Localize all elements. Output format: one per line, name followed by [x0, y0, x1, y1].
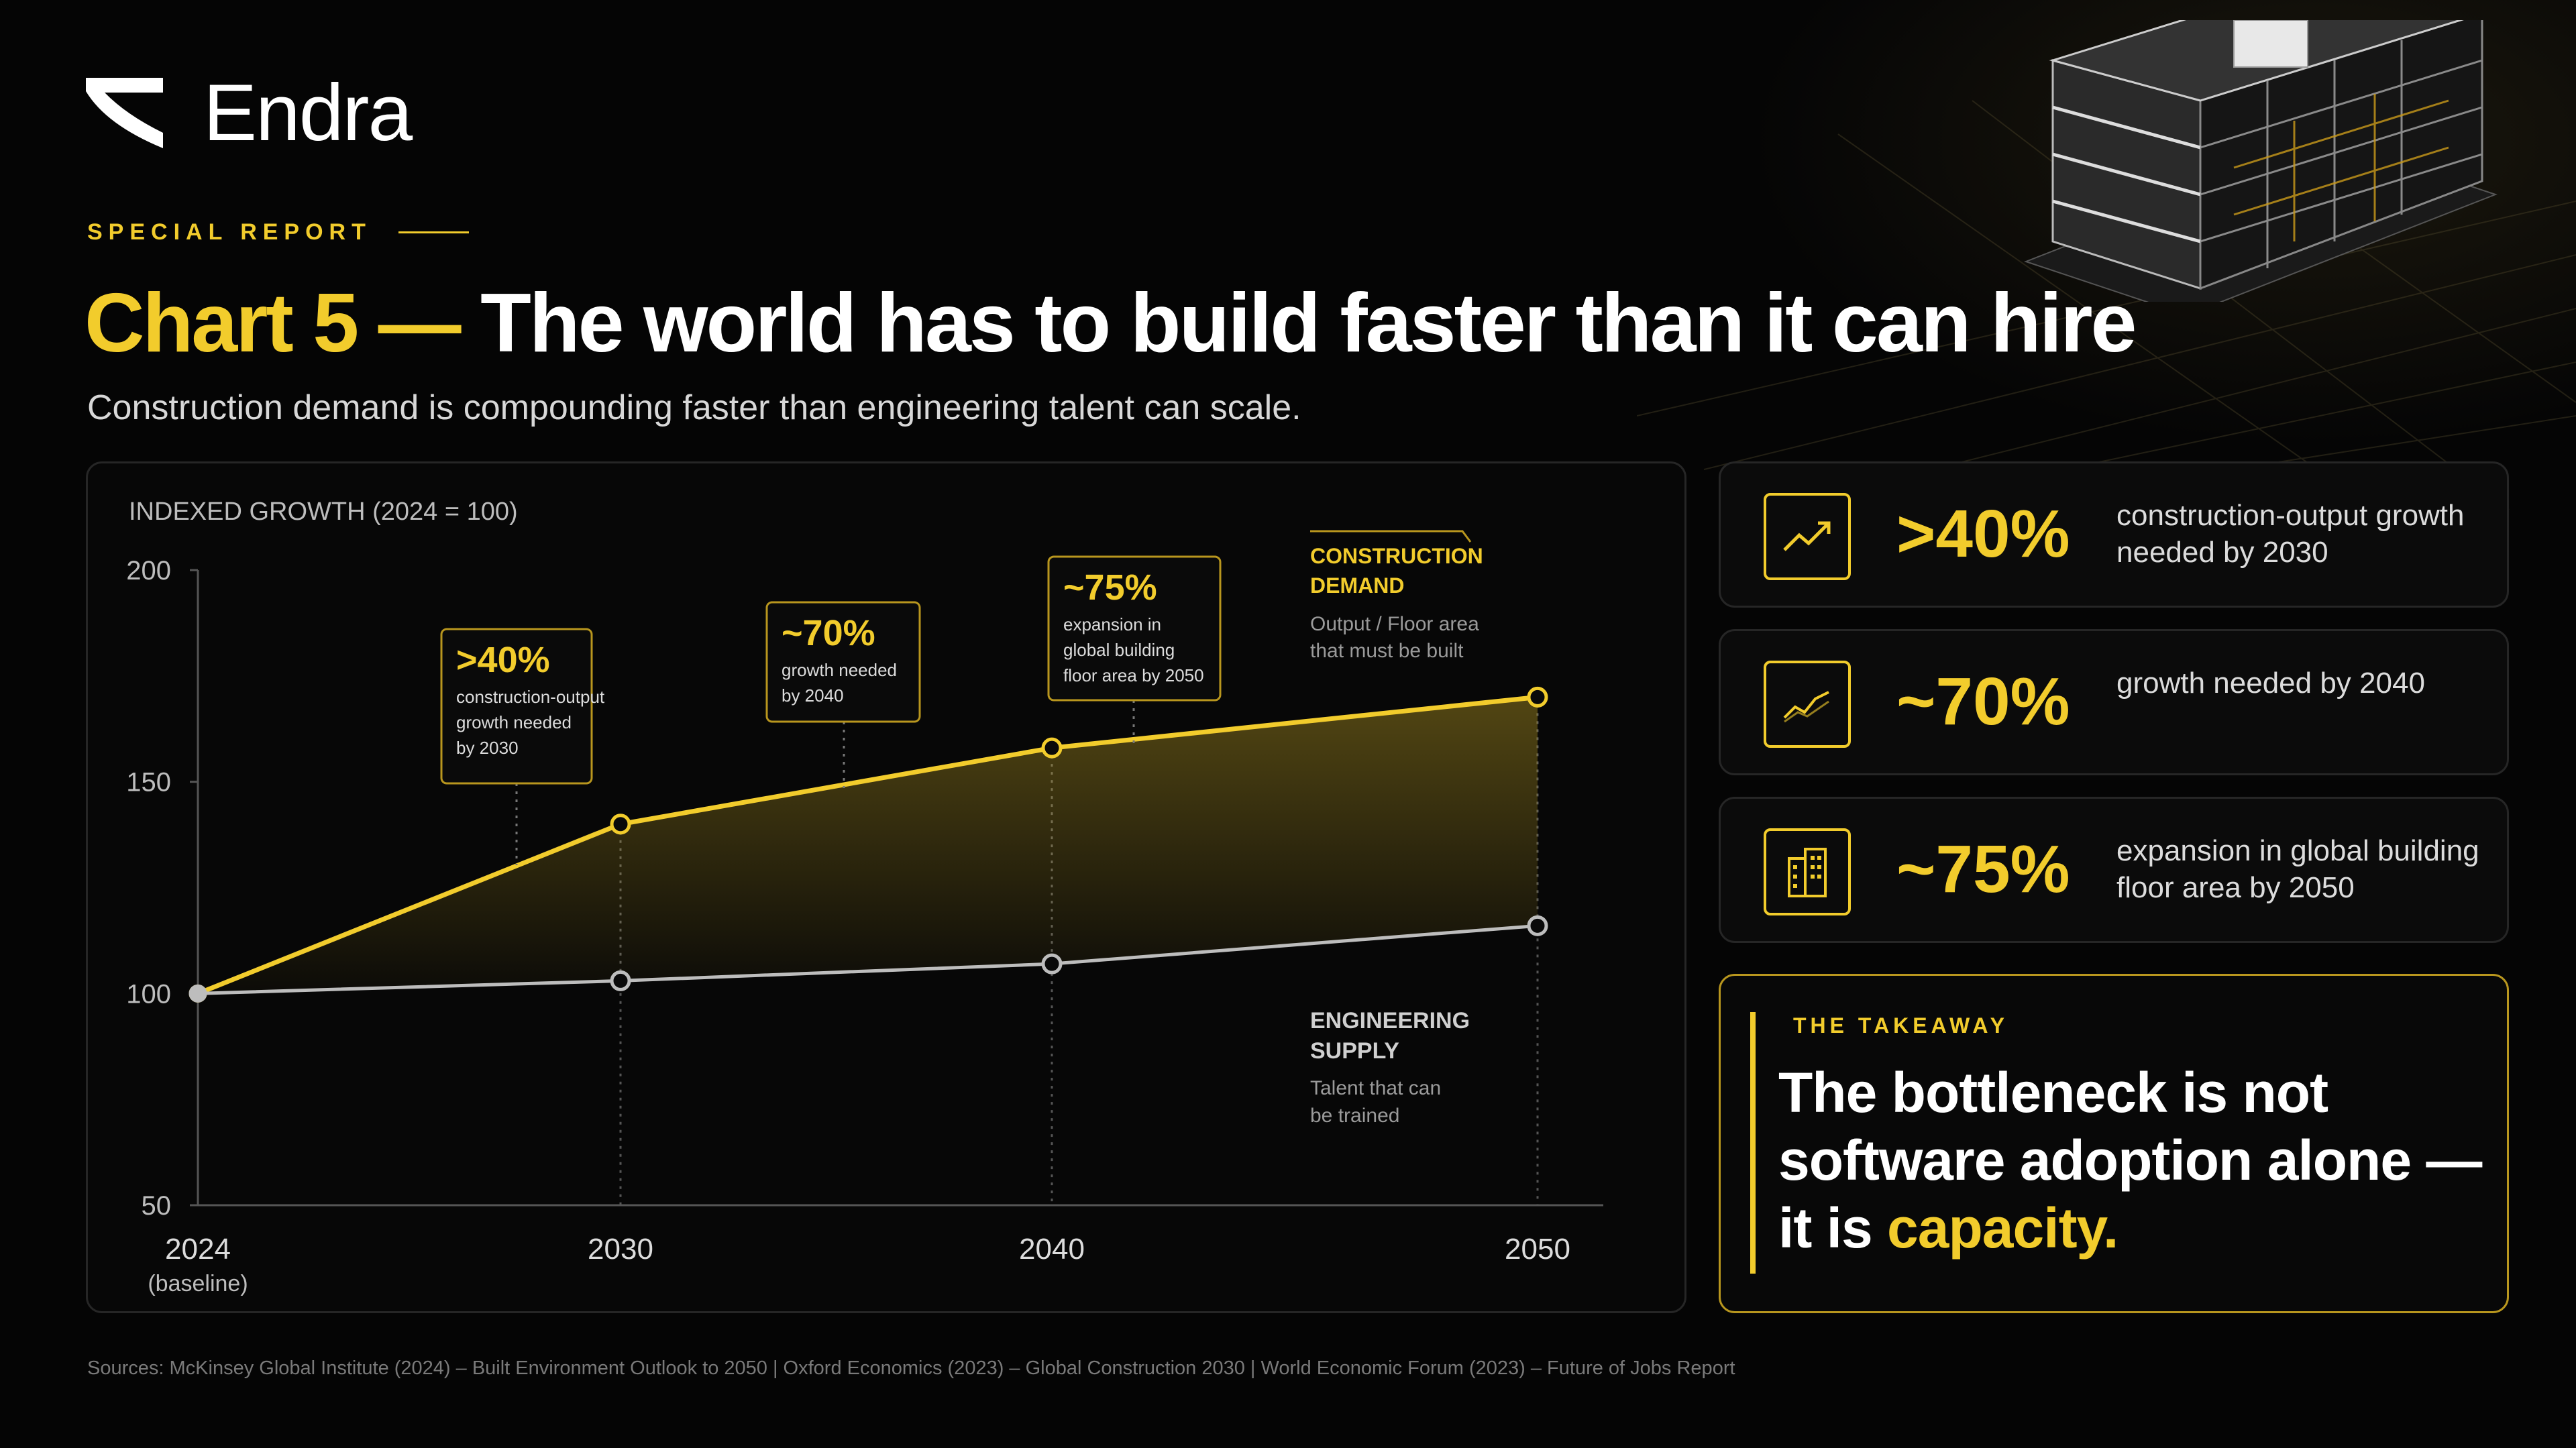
- kpi-card-2050: ~75% expansion in global building floor …: [1719, 797, 2509, 943]
- page-title: Chart 5 — The world has to build faster …: [85, 282, 2137, 365]
- kpi-card-2030: >40% construction-output growth needed b…: [1719, 461, 2509, 608]
- annotation-text: expansion in: [1063, 614, 1161, 634]
- supply-label: SUPPLY: [1310, 1038, 1399, 1064]
- supply-point: [1527, 915, 1548, 936]
- brand-name: Endra: [203, 68, 413, 158]
- y-tick-label: 100: [126, 979, 171, 1009]
- trend-up-icon: [1764, 493, 1851, 580]
- supply-point: [189, 984, 207, 1003]
- y-tick-label: 200: [126, 556, 171, 586]
- kpi-value: >40%: [1896, 496, 2070, 571]
- takeaway-label: THE TAKEAWAY: [1793, 1013, 2008, 1038]
- demand-series-line: [197, 694, 1538, 996]
- annotation-box: [765, 601, 921, 723]
- y-tick-label: 50: [142, 1191, 172, 1221]
- eyebrow-label: SPECIAL REPORT: [87, 219, 469, 245]
- annotation-text: construction-output: [456, 687, 605, 707]
- kpi-description: growth needed by 2040: [2116, 667, 2425, 700]
- annotation-box: [1047, 555, 1222, 702]
- building-illustration: [2024, 20, 2498, 302]
- endra-logo-icon: [86, 77, 163, 148]
- x-tick-label: 2024: [165, 1233, 231, 1266]
- page-subtitle: Construction demand is compounding faste…: [87, 388, 1301, 427]
- demand-point: [1041, 737, 1063, 759]
- demand-label: DEMAND: [1310, 573, 1404, 598]
- title-main: The world has to build faster than it ca…: [480, 277, 2137, 370]
- demand-label: CONSTRUCTION: [1310, 544, 1483, 568]
- takeaway-accent: capacity.: [1887, 1196, 2118, 1260]
- takeaway-main: The bottleneck is not software adoption …: [1778, 1061, 2482, 1260]
- supply-series-line: [197, 924, 1538, 995]
- demand-point: [1527, 686, 1548, 708]
- supply-point: [1041, 953, 1063, 974]
- brand-logo[interactable]: Endra: [86, 68, 413, 158]
- annotation-value: ~75%: [1063, 567, 1157, 608]
- annotation-text: by 2040: [782, 685, 844, 706]
- x-tick-label: 2050: [1505, 1233, 1570, 1266]
- takeaway-accent-bar: [1750, 1012, 1756, 1274]
- annotation-text: floor area by 2050: [1063, 665, 1204, 685]
- chart-title: INDEXED GROWTH (2024 = 100): [129, 498, 518, 526]
- annotation-box: [440, 628, 593, 785]
- annotation-text: by 2030: [456, 738, 519, 758]
- supply-description: be trained: [1310, 1105, 1399, 1127]
- building-icon: [1764, 828, 1851, 915]
- line-chart-icon: [1764, 661, 1851, 748]
- demand-description: that must be built: [1310, 640, 1464, 662]
- kpi-value: ~70%: [1896, 664, 2070, 739]
- eyebrow-text: SPECIAL REPORT: [87, 219, 372, 245]
- x-tick-label: 2030: [588, 1233, 653, 1266]
- supply-point: [610, 970, 631, 991]
- kpi-card-2040: ~70% growth needed by 2040: [1719, 629, 2509, 775]
- demand-label-rule: [1310, 530, 1472, 543]
- takeaway-text: The bottleneck is not software adoption …: [1778, 1059, 2489, 1262]
- annotation-text: growth needed: [456, 712, 572, 732]
- eyebrow-rule: [398, 231, 469, 233]
- annotation-text: global building: [1063, 640, 1175, 660]
- demand-gap-area: [198, 697, 1538, 994]
- supply-label: ENGINEERING: [1310, 1008, 1470, 1034]
- kpi-description: expansion in global building floor area …: [2116, 834, 2479, 904]
- kpi-description: construction-output growth needed by 203…: [2116, 499, 2465, 569]
- demand-description: Output / Floor area: [1310, 613, 1479, 635]
- annotation-text: growth needed: [782, 660, 897, 680]
- x-tick-label: 2040: [1019, 1233, 1085, 1266]
- sources-footnote: Sources: McKinsey Global Institute (2024…: [87, 1357, 1735, 1379]
- annotation-value: ~70%: [782, 613, 875, 653]
- title-prefix: Chart 5 —: [85, 277, 462, 370]
- y-tick-label: 150: [126, 768, 171, 797]
- kpi-value: ~75%: [1896, 832, 2070, 907]
- supply-description: Talent that can: [1310, 1077, 1441, 1099]
- demand-point: [610, 814, 631, 835]
- takeaway-card: THE TAKEAWAY The bottleneck is not softw…: [1719, 974, 2509, 1313]
- x-tick-sublabel: (baseline): [148, 1271, 248, 1296]
- annotation-value: >40%: [456, 640, 550, 680]
